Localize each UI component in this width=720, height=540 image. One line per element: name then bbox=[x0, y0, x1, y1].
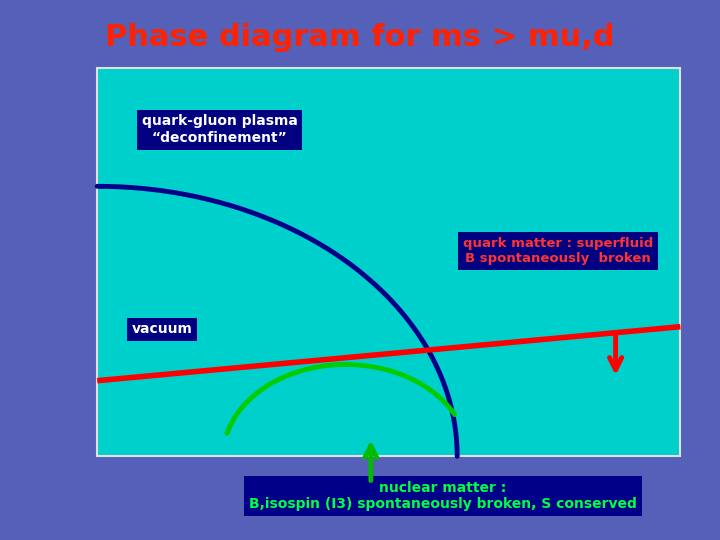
Text: vacuum: vacuum bbox=[132, 322, 192, 336]
Text: nuclear matter :
B,isospin (I3) spontaneously broken, S conserved: nuclear matter : B,isospin (I3) spontane… bbox=[249, 481, 636, 511]
Text: quark matter : superfluid
B spontaneously  broken: quark matter : superfluid B spontaneousl… bbox=[463, 237, 653, 265]
Text: Phase diagram for ms > mu,d: Phase diagram for ms > mu,d bbox=[105, 23, 615, 52]
Bar bbox=[97, 68, 680, 456]
Text: quark-gluon plasma
“deconfinement”: quark-gluon plasma “deconfinement” bbox=[142, 114, 297, 145]
